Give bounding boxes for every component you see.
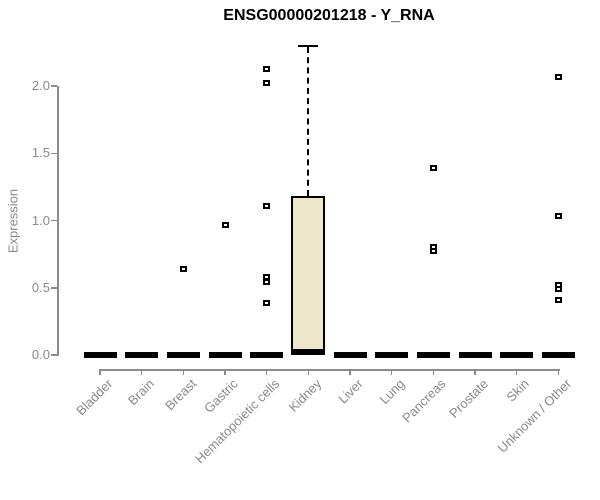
y-tick <box>51 152 57 154</box>
y-tick-label: 2.0 <box>31 78 50 93</box>
x-tick <box>474 369 476 375</box>
outlier-point <box>263 279 271 286</box>
outlier-point <box>554 286 562 293</box>
outlier-point <box>429 248 437 255</box>
median-line <box>291 349 326 356</box>
flat-box-median <box>166 352 200 358</box>
outlier-point <box>263 65 271 72</box>
chart-title: ENSG00000201218 - Y_RNA <box>223 7 435 24</box>
x-tick-label: Liver <box>335 376 366 407</box>
whisker <box>307 46 310 197</box>
x-tick-label: Skin <box>503 376 533 405</box>
y-axis-line <box>57 86 59 356</box>
x-tick-label: Lung <box>376 376 408 408</box>
x-axis-line <box>98 369 560 371</box>
outlier-point <box>554 213 562 220</box>
y-tick <box>51 354 57 356</box>
outlier-point <box>554 296 562 303</box>
x-tick-label: Kidney <box>285 376 324 415</box>
x-tick <box>140 369 143 375</box>
flat-box-median <box>125 352 159 358</box>
x-tick <box>432 369 435 375</box>
flat-box-median <box>500 352 534 358</box>
box <box>291 196 326 355</box>
x-tick <box>390 369 393 375</box>
outlier-point <box>179 265 187 272</box>
y-tick-label: 0.5 <box>31 279 50 295</box>
flat-box-median <box>375 352 409 358</box>
y-tick <box>51 287 57 289</box>
y-tick <box>51 219 57 222</box>
x-tick <box>265 369 268 375</box>
flat-box-median <box>416 352 450 358</box>
outlier-point <box>429 165 437 172</box>
x-tick-label: Bladder <box>73 376 116 419</box>
x-tick-label: Breast <box>161 376 199 414</box>
y-tick-label: 0.0 <box>31 347 50 362</box>
outlier-point <box>221 221 229 228</box>
x-tick <box>307 369 310 375</box>
x-tick <box>349 369 351 375</box>
x-tick <box>557 369 560 375</box>
flat-box-median <box>250 352 284 358</box>
x-tick-label: Brain <box>125 376 158 409</box>
x-tick <box>515 369 518 375</box>
outlier-point <box>263 299 271 306</box>
x-tick-label: Unknown / Other <box>494 376 574 456</box>
y-tick <box>51 85 57 87</box>
whisker-cap <box>298 44 319 47</box>
outlier-point <box>263 202 271 209</box>
x-tick-label: Pancreas <box>399 376 449 426</box>
flat-box-median <box>458 352 492 358</box>
x-tick <box>224 369 226 375</box>
x-tick <box>182 369 185 375</box>
flat-box-median <box>83 352 117 358</box>
x-tick-label: Prostate <box>445 376 491 421</box>
flat-box-median <box>541 352 575 358</box>
y-tick-label: 1.5 <box>31 145 50 161</box>
outlier-point <box>263 80 271 87</box>
x-tick-label: Gastric <box>200 376 241 416</box>
outlier-point <box>554 73 562 80</box>
x-tick <box>99 369 101 375</box>
outlier-point <box>263 273 271 280</box>
flat-box-median <box>333 352 367 358</box>
y-tick-label: 1.0 <box>31 212 50 228</box>
flat-box-median <box>208 352 242 358</box>
